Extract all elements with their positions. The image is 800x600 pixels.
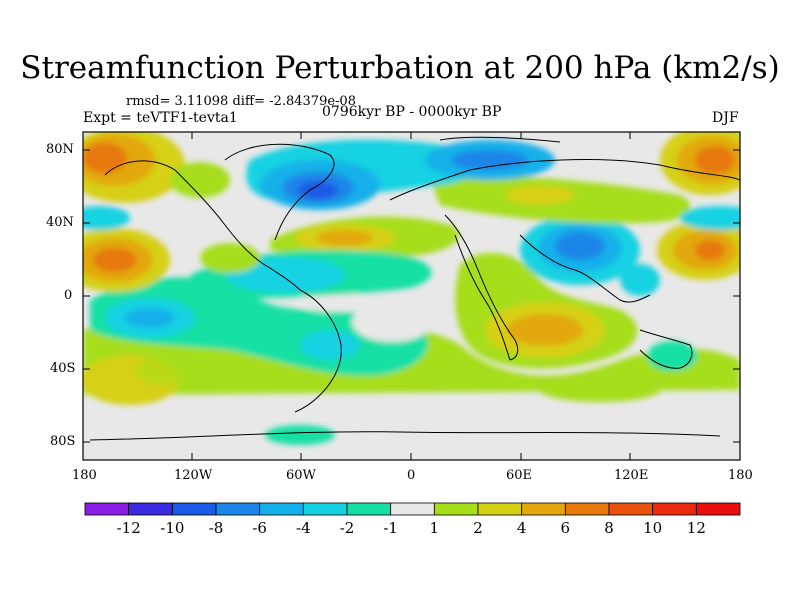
colorbar-cell [521,502,566,516]
lon-label-180e: 180 [728,468,753,483]
map-title: Streamfunction Perturbation at 200 hPa (… [20,50,780,86]
period-label: 0796kyr BP - 0000kyr BP [322,104,502,120]
colorbar-cell [346,502,392,516]
colorbar-cell [215,502,261,516]
lat-label-40s: 40S [50,361,76,376]
lat-label-0: 0 [64,288,73,303]
season-label: DJF [712,110,739,126]
colorbar-label: -1 [383,519,398,537]
colorbar-cell [695,502,741,516]
axis-ticks [83,132,740,460]
colorbar-cell [390,502,435,516]
lon-label-60e: 60E [506,468,533,483]
colorbar-cell [652,502,697,516]
colorbar-cell [128,502,173,516]
experiment-label: Expt = teVTF1-tevta1 [83,110,238,126]
lon-label-120e: 120E [614,468,649,483]
lon-label-180w: 180 [72,468,97,483]
colorbar-cell [477,502,523,516]
colorbar-label: -8 [209,519,224,537]
colorbar-cell [302,502,348,516]
colorbar-cell [564,502,610,516]
colorbar-label: 12 [687,519,706,537]
lat-label-40n: 40N [46,215,74,230]
coastlines [89,136,740,441]
colorbar-label: -10 [160,519,184,537]
colorbar-label: -4 [296,519,311,537]
colorbar-label: -2 [340,519,355,537]
colorbar-cell [259,502,304,516]
colorbar-label: 6 [561,519,571,537]
colorbar-labels: -12 -10 -8 -6 -4 -2 -1 1 2 4 6 8 10 12 [117,519,706,537]
colorbar [84,502,741,516]
colorbar-label: 2 [473,519,483,537]
lon-label-60w: 60W [286,468,316,483]
stats-text: rmsd= 3.11098 diff= -2.84379e-08 [126,94,356,109]
colorbar-label: -12 [117,519,141,537]
colorbar-cell [171,502,217,516]
lat-label-80n: 80N [46,142,74,157]
colorbar-cell [608,502,654,516]
lon-label-120w: 120W [174,468,213,483]
colorbar-label: -6 [252,519,267,537]
colorbar-label: 8 [604,519,614,537]
lat-label-80s: 80S [50,434,76,449]
colorbar-label: 1 [430,519,440,537]
colorbar-cell [433,502,479,516]
colorbar-label: 10 [643,519,662,537]
colorbar-label: 4 [517,519,527,537]
lon-label-0: 0 [407,468,416,483]
contour-field [83,132,740,460]
colorbar-cell [84,502,130,516]
